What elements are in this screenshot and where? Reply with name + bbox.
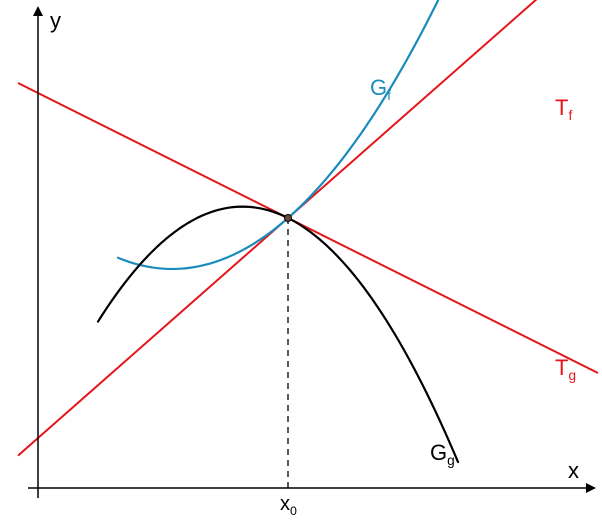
function-tangent-diagram: xyGfGgTfTgx0 <box>0 0 602 531</box>
tangent-line-tg <box>18 83 598 373</box>
tangent-point <box>285 215 292 222</box>
x-axis-arrow <box>586 483 596 493</box>
label-tg: Tg <box>555 355 576 383</box>
x0-tick-label: x0 <box>280 493 297 518</box>
curve-gf <box>118 1 438 269</box>
label-gf: Gf <box>370 75 391 103</box>
x-axis-label: x <box>568 458 579 483</box>
curve-gg <box>98 207 458 462</box>
y-axis-label: y <box>50 8 61 33</box>
y-axis-arrow <box>33 6 43 16</box>
label-tf: Tf <box>555 95 572 123</box>
